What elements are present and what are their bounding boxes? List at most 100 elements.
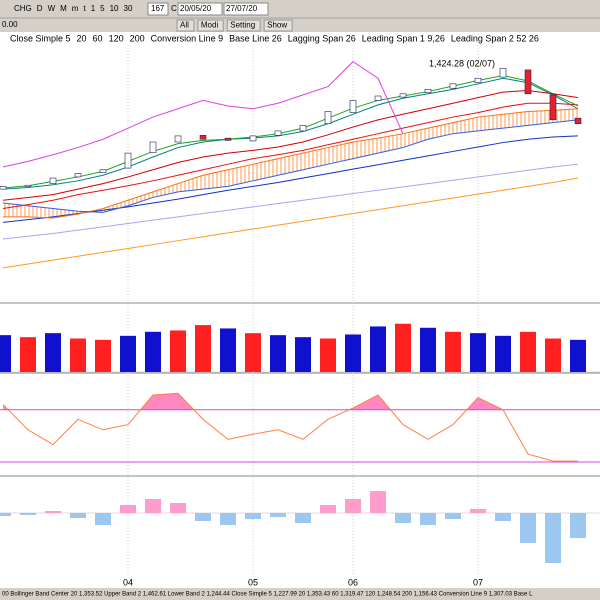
bar [370, 491, 386, 513]
legend-entry: 120 [109, 33, 124, 43]
toolbar-button[interactable]: 10 [110, 4, 119, 13]
toolbar-button[interactable]: 30 [124, 4, 133, 13]
legend-entry: Close Simple 5 [10, 33, 71, 43]
toolbar-button[interactable]: W [48, 4, 56, 13]
bar [20, 337, 36, 372]
legend-entry: 60 [93, 33, 103, 43]
bar [470, 509, 486, 513]
bar [145, 331, 161, 372]
toolbar-button[interactable]: 5 [100, 4, 105, 13]
legend-entry: Leading Span 1 9,26 [362, 33, 445, 43]
indicator-line [2, 102, 579, 210]
candle [24, 184, 32, 187]
x-tick-label: 07 [473, 577, 483, 587]
action-button[interactable] [176, 19, 195, 32]
bar [95, 513, 111, 525]
bar [520, 513, 536, 543]
indicator-line [2, 77, 579, 190]
candle [299, 125, 307, 132]
bar [420, 513, 436, 525]
indicator-line [3, 108, 579, 219]
candle [149, 141, 157, 153]
bar [45, 333, 61, 372]
mode-button[interactable]: C [171, 4, 177, 13]
bar [545, 338, 561, 372]
bar [70, 338, 86, 372]
level-fill [3, 393, 503, 410]
toolbar-button[interactable]: 1 [91, 4, 96, 13]
bar [220, 328, 236, 372]
legend-entry: Leading Span 2 52 26 [451, 33, 539, 43]
bar [295, 337, 311, 372]
bar [170, 330, 186, 372]
bar [195, 325, 211, 372]
bar [320, 338, 336, 372]
indicator-line [2, 177, 579, 269]
bar [245, 513, 261, 519]
candle [99, 169, 107, 173]
action-label[interactable]: Setting [230, 21, 255, 30]
indicator-line [2, 135, 579, 223]
toolbar-button[interactable]: m [72, 4, 79, 13]
bar [270, 335, 286, 372]
bar [370, 326, 386, 372]
to-box [223, 2, 269, 16]
action-label[interactable]: Modi [201, 21, 219, 30]
toolbar-button[interactable]: t [83, 4, 86, 13]
candle [449, 83, 457, 89]
indicator-line [2, 74, 579, 189]
toolbar-button[interactable]: M [60, 4, 67, 13]
ichimoku-cloud [3, 108, 578, 218]
indicator-line [2, 119, 579, 213]
candle [199, 135, 207, 140]
value-field: 0.00 [2, 20, 18, 29]
bar [445, 331, 461, 372]
count-box [147, 2, 169, 16]
indicator-line [2, 89, 579, 201]
x-tick-label: 05 [248, 577, 258, 587]
bar [320, 505, 336, 513]
bar [570, 513, 586, 538]
candle [0, 186, 7, 190]
toolbar-button[interactable]: D [37, 4, 43, 13]
legend-entry: 20 [77, 33, 87, 43]
toolbar-button[interactable]: CHG [14, 4, 32, 13]
bar [120, 505, 136, 513]
status-text: 00 Bollinger Band Center 20 1,353.52 Upp… [2, 592, 533, 598]
bar [20, 513, 36, 515]
from-box [177, 2, 223, 16]
action-button[interactable] [226, 19, 261, 32]
candle [424, 89, 432, 93]
bar [395, 323, 411, 372]
bar [420, 327, 436, 372]
from-date[interactable]: 20/05/20 [180, 4, 212, 13]
legend-entry: 200 [130, 33, 145, 43]
indicator-line [2, 60, 404, 168]
bar [495, 335, 511, 372]
bar [195, 513, 211, 521]
action-label[interactable]: Show [267, 21, 287, 30]
bar [0, 335, 11, 372]
action-button[interactable] [263, 19, 293, 32]
action-button[interactable] [197, 19, 224, 32]
count-field[interactable]: 167 [151, 4, 165, 13]
bar [520, 331, 536, 372]
legend: Close Simple 5 20 60 120 200 Conversion Line … [10, 33, 539, 43]
bar [0, 513, 11, 516]
action-label[interactable]: All [180, 21, 189, 30]
bar [220, 513, 236, 525]
candle [399, 93, 407, 98]
legend-entry: Base Line 26 [229, 33, 282, 43]
bar [270, 513, 286, 517]
to-date[interactable]: 27/07/20 [226, 4, 258, 13]
candle [274, 130, 282, 136]
toolbar [0, 0, 600, 32]
bar [70, 513, 86, 518]
bar [95, 339, 111, 372]
bar [45, 511, 61, 513]
bar [345, 499, 361, 513]
bar [295, 513, 311, 523]
candle [474, 77, 482, 83]
